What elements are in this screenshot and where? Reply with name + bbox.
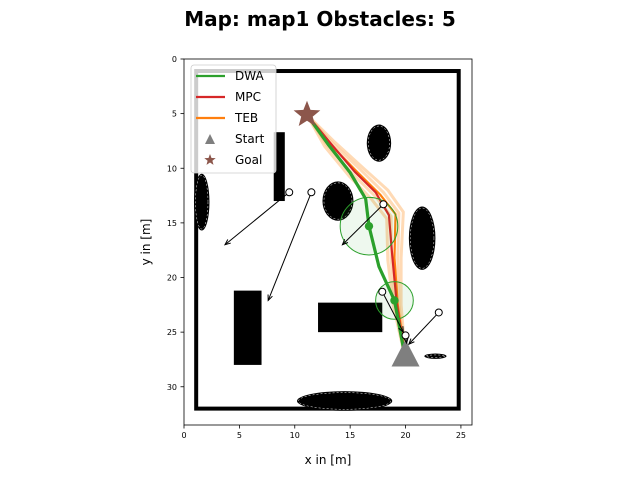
legend-box bbox=[190, 64, 277, 174]
y-tick-label: 20 bbox=[167, 274, 177, 283]
trajectory-dwa bbox=[305, 113, 408, 362]
legend-label: Start bbox=[235, 132, 265, 146]
dynamic-obstacle-arrowhead bbox=[407, 338, 415, 346]
x-tick-label: 15 bbox=[345, 431, 355, 440]
static-obstacle-blob-outline bbox=[323, 182, 353, 220]
dynamic-obstacle bbox=[401, 331, 410, 340]
robot-position-dot bbox=[390, 296, 399, 305]
x-tick-label: 25 bbox=[456, 431, 466, 440]
y-tick-label: 0 bbox=[172, 55, 177, 64]
static-obstacle-blob-outline bbox=[368, 125, 390, 161]
dynamic-obstacle bbox=[434, 308, 443, 317]
x-tick-label: 0 bbox=[181, 431, 186, 440]
y-tick-label: 15 bbox=[167, 219, 177, 228]
dynamic-obstacle-arrowhead bbox=[267, 294, 273, 302]
static-obstacle-blob bbox=[193, 173, 210, 231]
legend-item-goal: Goal bbox=[204, 153, 262, 167]
static-obstacle-blob-outline bbox=[410, 207, 435, 269]
y-tick-label: 5 bbox=[172, 110, 177, 119]
static-obstacle-rect bbox=[233, 290, 262, 365]
legend: DWA MPC TEB Start Goal bbox=[190, 64, 277, 174]
legend-item-mpc: MPC bbox=[196, 90, 261, 104]
axes-frame bbox=[183, 58, 473, 426]
static-obstacle-rect bbox=[273, 132, 285, 202]
x-tick-label: 5 bbox=[237, 431, 242, 440]
dynamic-obstacle bbox=[307, 188, 316, 197]
legend-goal-icon bbox=[204, 154, 216, 165]
x-tick-label: 10 bbox=[290, 431, 300, 440]
static-obstacle-blob bbox=[424, 353, 447, 359]
static-obstacle-blob bbox=[408, 206, 436, 270]
y-tick-label: 10 bbox=[167, 164, 177, 173]
legend-item-teb: TEB bbox=[196, 111, 258, 125]
static-obstacle-blob bbox=[296, 391, 393, 411]
goal-marker bbox=[293, 100, 321, 126]
dynamic-obstacle bbox=[379, 200, 388, 209]
robot-position-dot bbox=[364, 221, 374, 231]
legend-start-icon bbox=[205, 134, 215, 144]
legend-label: DWA bbox=[235, 69, 264, 83]
legend-label: Goal bbox=[235, 153, 262, 167]
dynamic-obstacle-arrowhead bbox=[223, 239, 231, 246]
y-axis-label: y in [m] bbox=[139, 219, 153, 266]
static-obstacle-blob bbox=[322, 181, 354, 221]
static-obstacle-blob-outline bbox=[425, 354, 446, 358]
teb-candidate-path bbox=[305, 113, 408, 361]
dynamic-obstacle bbox=[285, 188, 294, 197]
dynamic-obstacle-velocity bbox=[267, 192, 312, 301]
static-obstacle-blob-outline bbox=[195, 174, 209, 230]
dynamic-obstacle bbox=[378, 287, 387, 296]
static-obstacle-blob bbox=[366, 124, 392, 162]
chart-title: Map: map1 Obstacles: 5 bbox=[184, 7, 456, 31]
dynamic-obstacle-arrowhead bbox=[341, 238, 349, 246]
legend-label: TEB bbox=[234, 111, 258, 125]
legend-item-dwa: DWA bbox=[196, 69, 264, 83]
start-marker bbox=[391, 339, 420, 367]
y-tick-label: 25 bbox=[167, 328, 177, 337]
legend-label: MPC bbox=[235, 90, 261, 104]
dynamic-obstacle-velocity bbox=[408, 312, 440, 345]
x-axis-label: x in [m] bbox=[305, 453, 352, 467]
dynamic-obstacle-velocity bbox=[224, 191, 290, 246]
dynamic-obstacle-velocity bbox=[381, 291, 404, 333]
legend-item-start: Start bbox=[205, 132, 265, 146]
y-tick-label: 30 bbox=[167, 383, 177, 392]
static-obstacle-rect bbox=[318, 302, 383, 333]
teb-candidate-path bbox=[305, 113, 408, 361]
dynamic-obstacle-arrowhead bbox=[403, 337, 409, 345]
static-obstacle-blob-outline bbox=[298, 392, 391, 410]
x-tick-label: 20 bbox=[400, 431, 410, 440]
dynamic-obstacle-velocity bbox=[342, 203, 384, 246]
